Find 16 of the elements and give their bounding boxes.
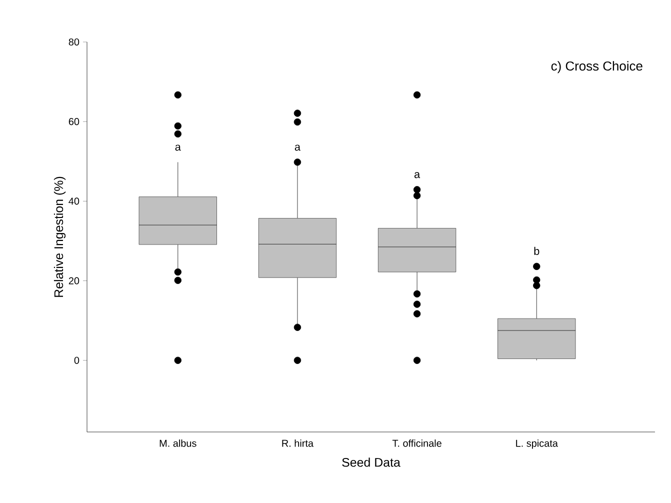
x-tick-label: T. officinale bbox=[392, 440, 442, 447]
y-tick-label: 40 bbox=[68, 198, 80, 205]
annotation: a bbox=[294, 144, 301, 151]
y-tick-label: 20 bbox=[68, 277, 80, 284]
x-axis-title: Seed Data bbox=[342, 458, 400, 467]
y-tick-label: 0 bbox=[74, 356, 80, 364]
x-tick-label: L. spicata bbox=[516, 440, 558, 449]
x-tick-label: R. hirta bbox=[282, 440, 314, 447]
y-axis-title: Relative Ingestion (%) bbox=[54, 176, 66, 297]
y-tick-label: 80 bbox=[68, 38, 80, 46]
annotation: a bbox=[414, 172, 420, 178]
y-tick-label: 60 bbox=[68, 118, 80, 126]
annotation: a bbox=[175, 144, 181, 151]
annotation: b bbox=[534, 246, 540, 255]
x-tick-label: M. albus bbox=[160, 440, 196, 447]
text: c) Cross Choice bbox=[551, 61, 642, 74]
